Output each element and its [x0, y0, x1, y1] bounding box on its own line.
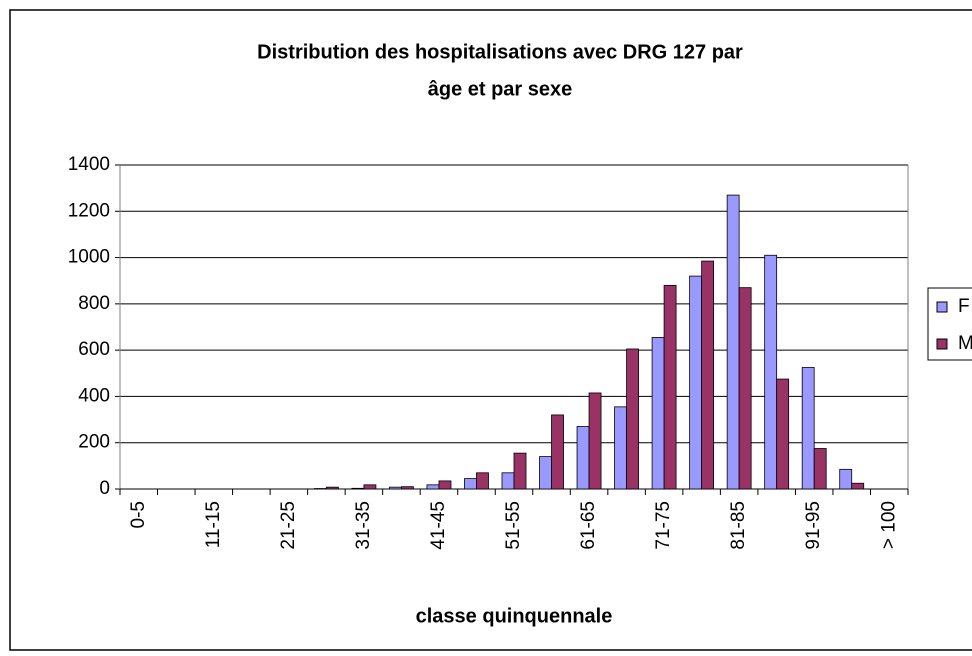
- x-tick-label: 0-5: [128, 501, 149, 528]
- bar: [726, 194, 740, 490]
- legend-box: [927, 287, 972, 361]
- bar: [351, 487, 365, 490]
- x-tick-label: 31-35: [353, 501, 374, 550]
- x-axis-title: classe quinquennale: [416, 605, 613, 627]
- bar: [476, 472, 489, 490]
- bar: [426, 484, 440, 490]
- x-tick-label: 91-95: [803, 501, 824, 550]
- bar: [776, 378, 790, 490]
- y-tick-label: 400: [78, 385, 110, 406]
- bar: [513, 452, 527, 490]
- y-tick-label: 200: [78, 432, 110, 453]
- x-tick-label: 41-45: [428, 501, 449, 550]
- bar: [663, 284, 677, 490]
- bar: [839, 468, 853, 490]
- bar: [325, 486, 339, 490]
- bar: [689, 275, 703, 490]
- y-tick-label: 1400: [68, 154, 110, 175]
- legend-swatch: [936, 301, 948, 313]
- bar: [539, 456, 552, 490]
- chart-title: Distribution des hospitalisations avec D…: [257, 41, 743, 63]
- x-tick-label: 61-65: [578, 501, 599, 550]
- y-tick-label: 0: [99, 478, 110, 499]
- chart-title: âge et par sexe: [428, 78, 573, 100]
- bar: [851, 482, 865, 490]
- legend-label: F: [958, 296, 970, 317]
- bar: [551, 414, 564, 490]
- x-tick-label: 81-85: [728, 501, 749, 550]
- y-tick-label: 600: [78, 339, 110, 360]
- x-tick-label: > 100: [878, 501, 899, 549]
- bar: [438, 480, 452, 490]
- bar: [389, 486, 402, 490]
- y-tick-label: 1000: [68, 247, 110, 268]
- bar: [614, 406, 627, 490]
- bar: [764, 254, 778, 490]
- bar: [651, 337, 665, 490]
- y-tick-label: 800: [78, 293, 110, 314]
- x-tick-label: 51-55: [503, 501, 524, 550]
- x-tick-label: 11-15: [203, 501, 224, 548]
- bar: [588, 392, 602, 490]
- bar: [626, 348, 639, 490]
- chart-border: [9, 9, 972, 651]
- legend-swatch: [936, 338, 948, 350]
- legend-label: M: [958, 333, 972, 354]
- bar: [738, 287, 752, 490]
- bar: [501, 472, 515, 490]
- bar: [401, 486, 414, 490]
- bar: [464, 478, 477, 490]
- bar: [801, 367, 815, 490]
- y-tick-label: 1200: [68, 200, 110, 221]
- bar: [813, 448, 827, 490]
- bar: [363, 484, 377, 490]
- x-tick-label: 21-25: [278, 501, 299, 550]
- bar: [701, 260, 715, 490]
- bar: [576, 426, 590, 490]
- x-tick-label: 71-75: [653, 501, 674, 550]
